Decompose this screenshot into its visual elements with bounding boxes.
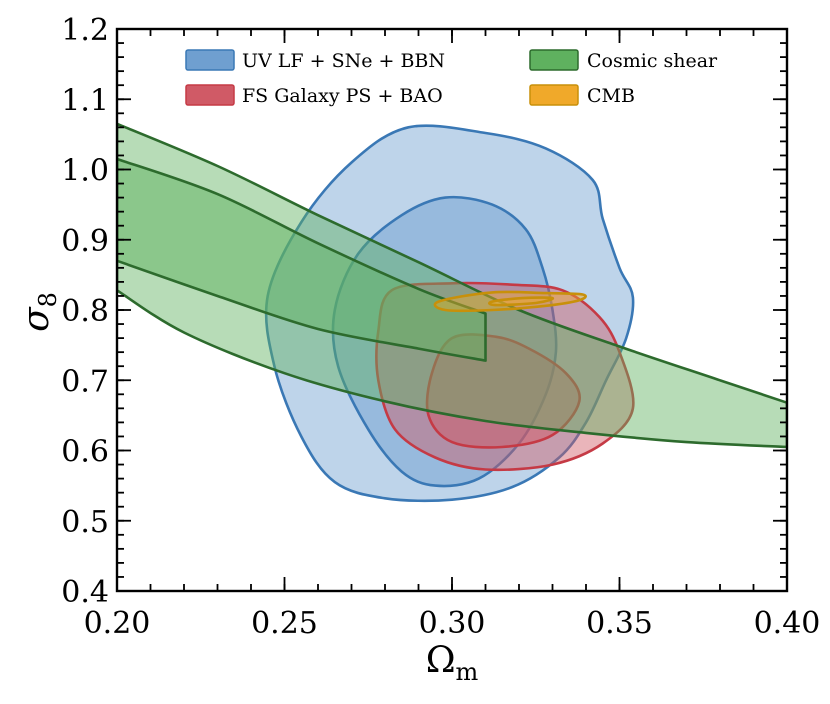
x-axis-label: Ωm xyxy=(426,640,479,686)
legend-label-uv-lf: UV LF + SNe + BBN xyxy=(242,50,445,72)
legend-entry-fs-galaxy: FS Galaxy PS + BAO xyxy=(185,84,443,107)
y-tick-label: 0.4 xyxy=(61,575,109,610)
y-tick-label: 0.6 xyxy=(61,435,109,470)
y-tick-label: 0.8 xyxy=(61,294,109,329)
y-tick-label: 0.7 xyxy=(61,364,109,399)
legend: UV LF + SNe + BBN FS Galaxy PS + BAO Cos… xyxy=(185,49,718,107)
legend-swatch-cosmic-shear xyxy=(529,49,579,71)
y-tick-label: 0.9 xyxy=(61,224,109,259)
legend-label-cmb: CMB xyxy=(587,85,635,107)
legend-swatch-uv-lf xyxy=(185,49,235,71)
y-tick-label: 0.5 xyxy=(61,505,109,540)
legend-label-fs-galaxy: FS Galaxy PS + BAO xyxy=(242,85,443,107)
series-cmb xyxy=(433,290,587,313)
y-tick-label: 1.0 xyxy=(61,154,109,189)
x-tick-label: 0.35 xyxy=(586,606,653,641)
contour-cosmic-shear-95 xyxy=(117,122,787,449)
legend-entry-cmb: CMB xyxy=(529,84,635,107)
contours-layer xyxy=(117,122,787,503)
x-tick-label: 0.20 xyxy=(84,606,151,641)
legend-entry-cosmic-shear: Cosmic shear xyxy=(529,49,718,72)
series-cosmic-shear xyxy=(117,122,787,449)
legend-swatch-fs-galaxy xyxy=(185,84,235,106)
x-tick-label: 0.30 xyxy=(419,606,486,641)
legend-entry-uv-lf: UV LF + SNe + BBN xyxy=(185,49,445,72)
y-tick-label: 1.1 xyxy=(61,83,109,118)
ticks-layer: 0.20 0.25 0.30 0.35 0.40 0.4 0.5 0.6 0.7 0.8 0.9 1.… xyxy=(61,13,820,641)
legend-label-cosmic-shear: Cosmic shear xyxy=(587,50,718,72)
x-tick-label: 0.25 xyxy=(251,606,318,641)
contour-cosmic-shear-68 xyxy=(117,157,487,362)
y-axis-label-main: σ xyxy=(16,306,57,332)
legend-swatch-cmb xyxy=(529,84,579,106)
y-axis-label: σ8 xyxy=(16,292,62,332)
contour-cmb-68 xyxy=(488,296,555,307)
x-axis-label-subscript: m xyxy=(456,658,479,686)
x-axis-label-main: Ω xyxy=(426,640,456,681)
y-axis-label-subscript: 8 xyxy=(34,292,62,307)
contour-fs-galaxy-68 xyxy=(425,333,581,449)
y-tick-label: 1.2 xyxy=(61,13,109,48)
x-tick-label: 0.40 xyxy=(754,606,821,641)
